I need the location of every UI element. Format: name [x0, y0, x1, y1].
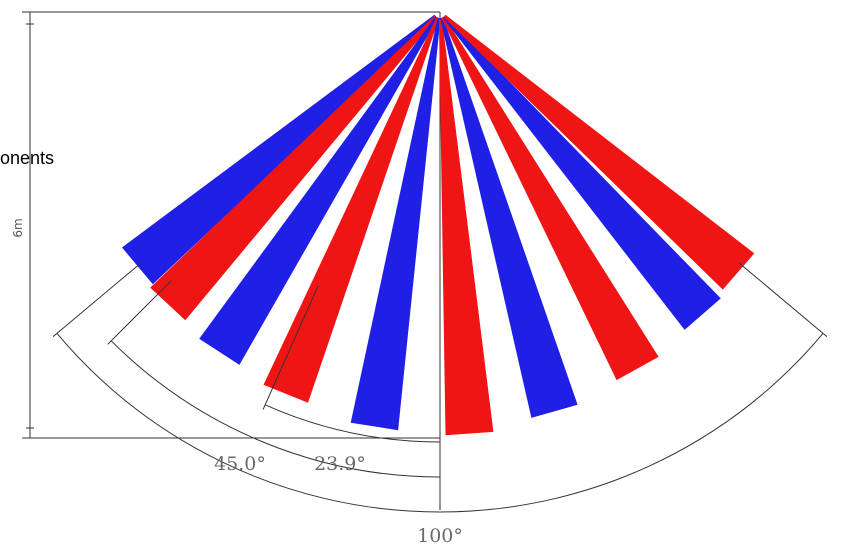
beam-4-red [263, 17, 440, 403]
angle-label-mid: 45.0° [214, 453, 266, 475]
arc-total [56, 333, 824, 513]
beam-9-blue [442, 15, 721, 330]
beam-group [122, 14, 755, 436]
ext-line-inner [262, 285, 319, 410]
beam-8-red [441, 16, 659, 381]
beam-5-blue [350, 17, 441, 431]
beam-7-blue [440, 17, 578, 418]
beam-3-blue [199, 16, 438, 365]
arc-inner [264, 404, 441, 443]
side-text: onents [0, 148, 55, 168]
beam-1-blue [122, 14, 437, 285]
beam-2-red [150, 15, 437, 321]
arc-mid [110, 340, 441, 478]
ext-line-left-total [52, 262, 142, 337]
height-label: 6m [11, 218, 25, 237]
dimension-lines [22, 11, 441, 510]
ext-line-right-total [738, 262, 828, 337]
angle-label-total: 100° [417, 525, 463, 547]
angle-label-inner: 23.9° [314, 453, 366, 475]
angle-arcs [52, 262, 828, 513]
beam-10-red [443, 14, 755, 290]
ext-line-mid [107, 280, 172, 345]
beam-6-red [438, 17, 494, 436]
